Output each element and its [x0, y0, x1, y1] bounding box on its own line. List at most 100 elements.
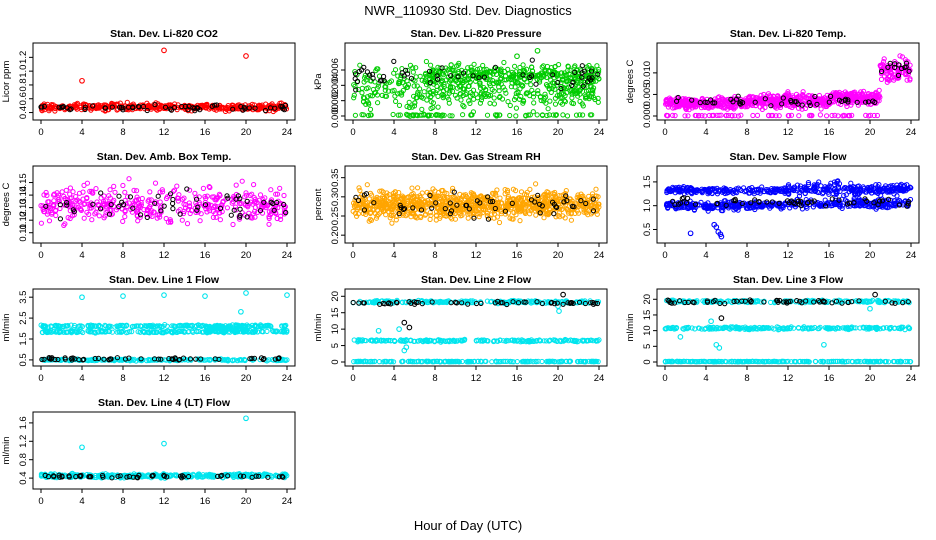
point-all-samples — [518, 93, 524, 100]
point-all-samples — [63, 187, 69, 193]
point-reference — [231, 207, 237, 213]
point-reference — [683, 200, 690, 206]
point-all-samples — [673, 104, 679, 110]
point-reference — [401, 206, 408, 212]
point-all-samples — [249, 101, 255, 108]
point-all-samples — [592, 201, 599, 207]
point-all-samples — [255, 323, 261, 330]
point-all-samples — [121, 323, 127, 329]
point-reference — [779, 101, 785, 107]
point-all-samples — [113, 207, 120, 213]
point-all-samples — [76, 190, 83, 196]
point-reference — [116, 193, 122, 199]
point-reference — [364, 69, 370, 75]
point-reference — [447, 211, 453, 217]
point-all-samples — [114, 107, 120, 113]
point-all-samples — [472, 73, 478, 79]
point-all-samples — [535, 88, 541, 94]
point-reference — [795, 198, 802, 204]
point-all-samples — [411, 193, 417, 199]
point-all-samples — [770, 112, 776, 119]
point-all-samples — [428, 203, 434, 209]
point-reference — [418, 207, 425, 213]
point-all-samples — [102, 107, 108, 114]
point-reference — [237, 206, 243, 212]
y-tick-label: 0.20 — [330, 226, 341, 245]
point-all-samples — [502, 191, 508, 197]
point-all-samples — [428, 99, 434, 105]
point-all-samples — [514, 203, 520, 209]
point-reference — [670, 198, 676, 204]
point-all-samples — [171, 323, 177, 329]
point-all-samples — [253, 106, 259, 112]
point-reference — [539, 203, 545, 209]
point-all-samples — [501, 59, 507, 66]
point-all-samples — [491, 95, 497, 101]
point-all-samples — [174, 183, 180, 189]
point-all-samples — [513, 113, 519, 119]
point-reference — [241, 104, 247, 110]
point-all-samples — [456, 60, 462, 66]
point-all-samples — [682, 96, 689, 102]
point-reference — [191, 105, 197, 111]
point-reference — [723, 202, 729, 208]
point-all-samples — [560, 112, 566, 118]
y-axis-label: degrees C — [625, 59, 636, 103]
point-all-samples — [483, 87, 489, 93]
point-reference — [685, 195, 691, 201]
point-all-samples — [773, 113, 779, 119]
x-tick-label: 12 — [783, 250, 794, 261]
point-all-samples — [487, 100, 493, 106]
point-reference — [121, 202, 127, 208]
point-reference — [162, 104, 169, 110]
point-all-samples — [705, 200, 711, 206]
point-reference — [892, 64, 898, 71]
point-all-samples — [491, 190, 497, 197]
point-reference — [842, 97, 848, 104]
point-all-samples — [388, 78, 394, 84]
point-reference — [433, 200, 439, 206]
point-all-samples — [458, 97, 464, 103]
point-all-samples — [555, 71, 561, 77]
point-all-samples — [451, 67, 457, 73]
point-all-samples — [791, 187, 797, 193]
panel-title: Stan. Dev. Li-820 CO2 — [110, 28, 218, 40]
point-all-samples — [563, 74, 569, 80]
point-all-samples — [363, 201, 369, 207]
point-all-samples — [811, 182, 817, 188]
point-all-samples — [533, 181, 539, 187]
point-all-samples — [896, 75, 902, 81]
point-all-samples — [502, 87, 508, 93]
point-all-samples — [680, 186, 686, 192]
point-all-samples — [878, 76, 885, 83]
point-all-samples — [139, 195, 145, 202]
point-all-samples — [496, 219, 503, 226]
point-all-samples — [391, 202, 397, 208]
point-all-samples — [486, 69, 492, 75]
x-tick-label: 20 — [553, 127, 564, 138]
point-all-samples — [382, 93, 388, 99]
point-reference — [228, 212, 234, 218]
y-tick-label: 0.000 — [642, 104, 653, 128]
point-reference — [822, 203, 829, 209]
point-all-samples — [387, 206, 393, 212]
point-all-samples — [510, 73, 516, 79]
point-all-samples — [670, 112, 676, 119]
point-all-samples — [351, 200, 357, 206]
point-all-samples — [493, 79, 499, 85]
point-all-samples — [201, 203, 207, 209]
point-all-samples — [541, 192, 547, 198]
point-all-samples — [405, 194, 411, 200]
point-all-samples — [84, 195, 90, 201]
point-all-samples — [577, 91, 583, 97]
point-reference — [90, 201, 96, 207]
x-tick-label: 20 — [865, 250, 876, 261]
point-all-samples — [422, 77, 428, 83]
point-reference — [788, 97, 794, 104]
point-reference — [240, 107, 246, 113]
point-reference — [786, 200, 792, 206]
point-reference — [64, 202, 70, 208]
point-all-samples — [492, 211, 498, 217]
